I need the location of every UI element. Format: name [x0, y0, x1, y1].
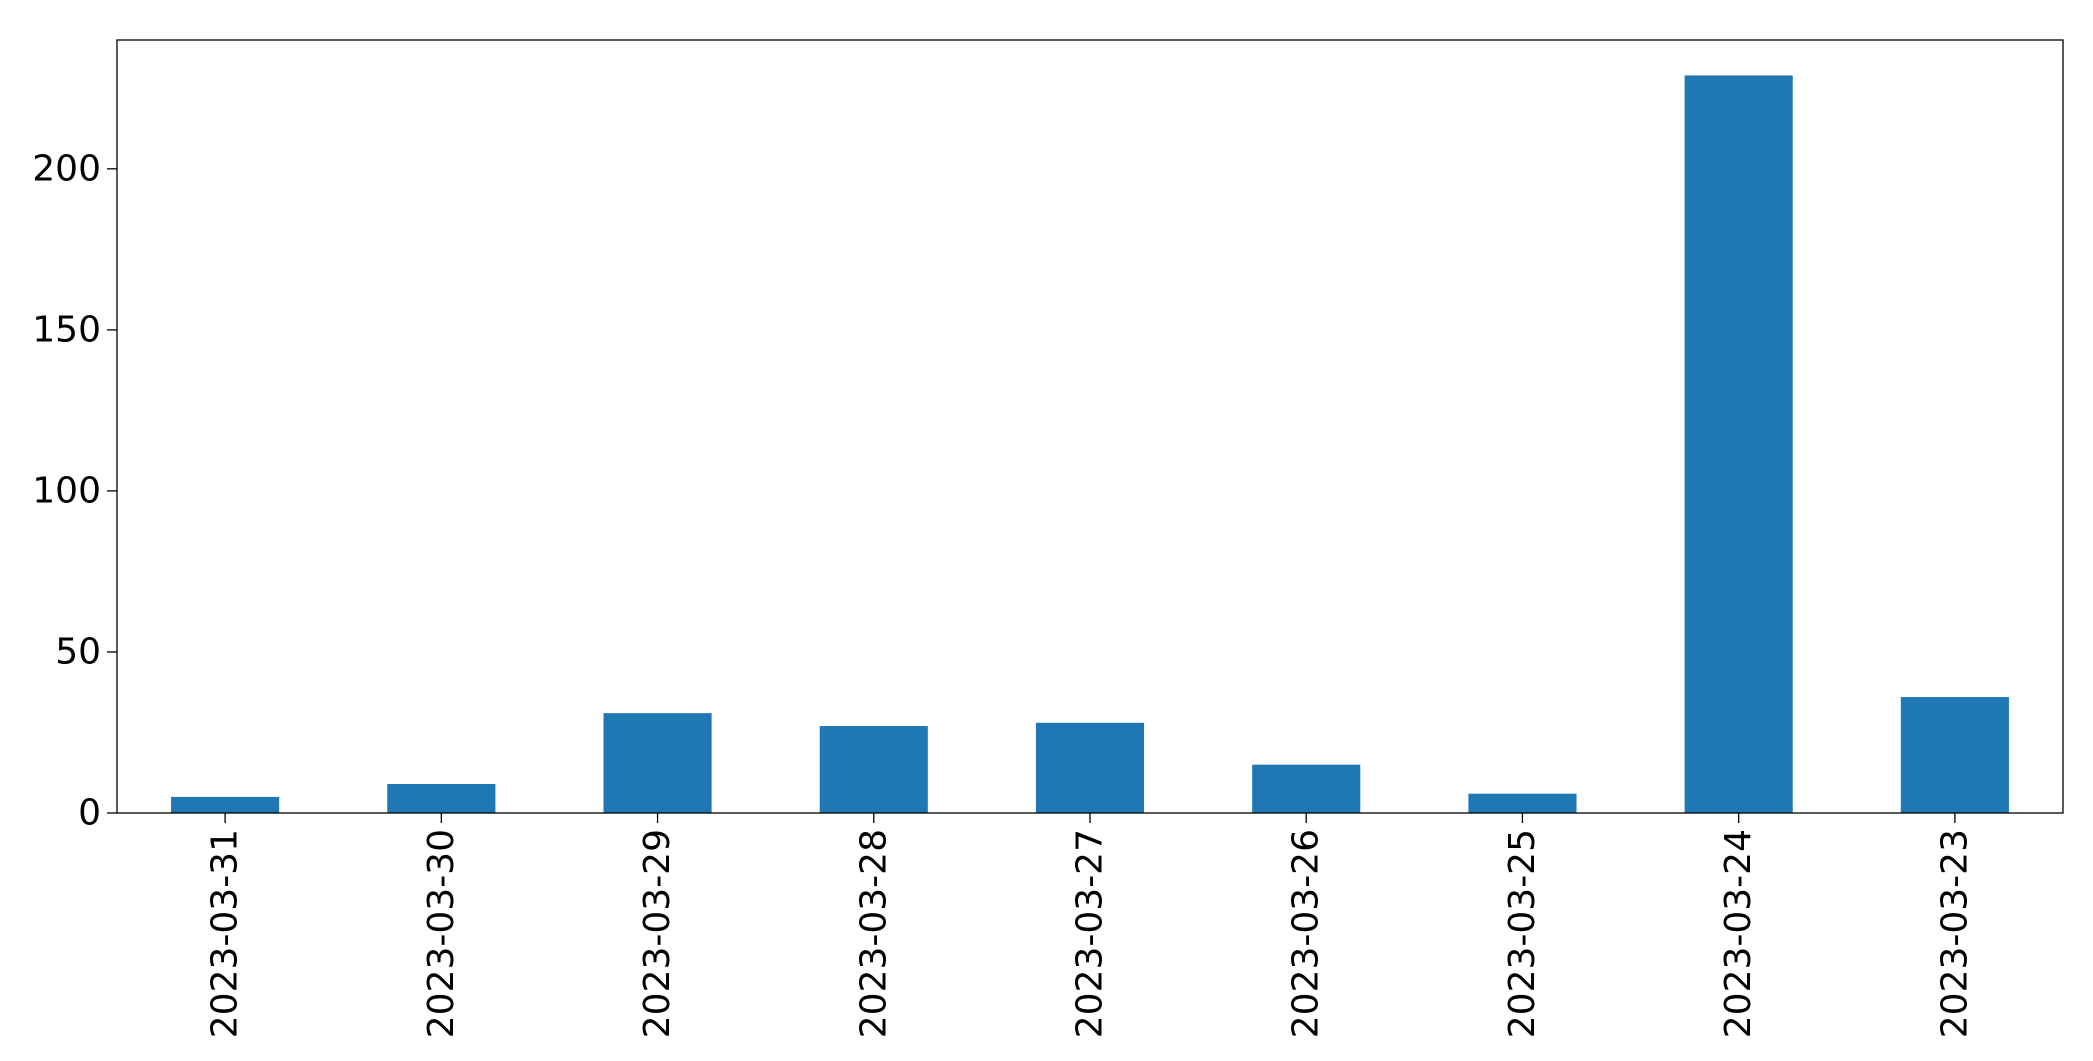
x-tick-label: 2023-03-23: [1934, 829, 1975, 1038]
bar-2023-03-26: [1252, 764, 1361, 813]
x-tick-label: 2023-03-29: [637, 829, 678, 1038]
bar-2023-03-27: [1035, 722, 1145, 813]
y-tick-label: 100: [32, 470, 101, 511]
bar-2023-03-29: [603, 713, 712, 813]
bar-2023-03-31: [171, 796, 280, 813]
y-tick-label: 50: [55, 631, 101, 672]
bar-2023-03-25: [1468, 793, 1577, 813]
y-tick-label: 200: [32, 148, 101, 189]
y-tick-label: 150: [32, 309, 101, 350]
y-axis: 0 50 100 150 200: [32, 148, 117, 834]
x-tick-label: 2023-03-24: [1718, 829, 1759, 1038]
x-tick-label: 2023-03-30: [421, 829, 462, 1038]
x-tick-label: 2023-03-27: [1070, 829, 1111, 1038]
y-tick-label: 0: [78, 793, 101, 834]
bar-2023-03-28: [819, 726, 928, 813]
x-tick-label: 2023-03-26: [1286, 829, 1327, 1038]
bars-layer: [171, 75, 2009, 814]
bar-2023-03-30: [387, 784, 496, 813]
bar-2023-03-24: [1684, 75, 1793, 814]
plot-frame: [116, 39, 2064, 814]
x-tick-label: 2023-03-25: [1502, 829, 1543, 1038]
bar-2023-03-23: [1900, 697, 2009, 813]
x-tick-label: 2023-03-28: [853, 829, 894, 1038]
x-axis: 2023-03-31 2023-03-30 2023-03-29 2023-03-28…: [205, 813, 1975, 1038]
x-tick-label: 2023-03-31: [205, 829, 246, 1038]
